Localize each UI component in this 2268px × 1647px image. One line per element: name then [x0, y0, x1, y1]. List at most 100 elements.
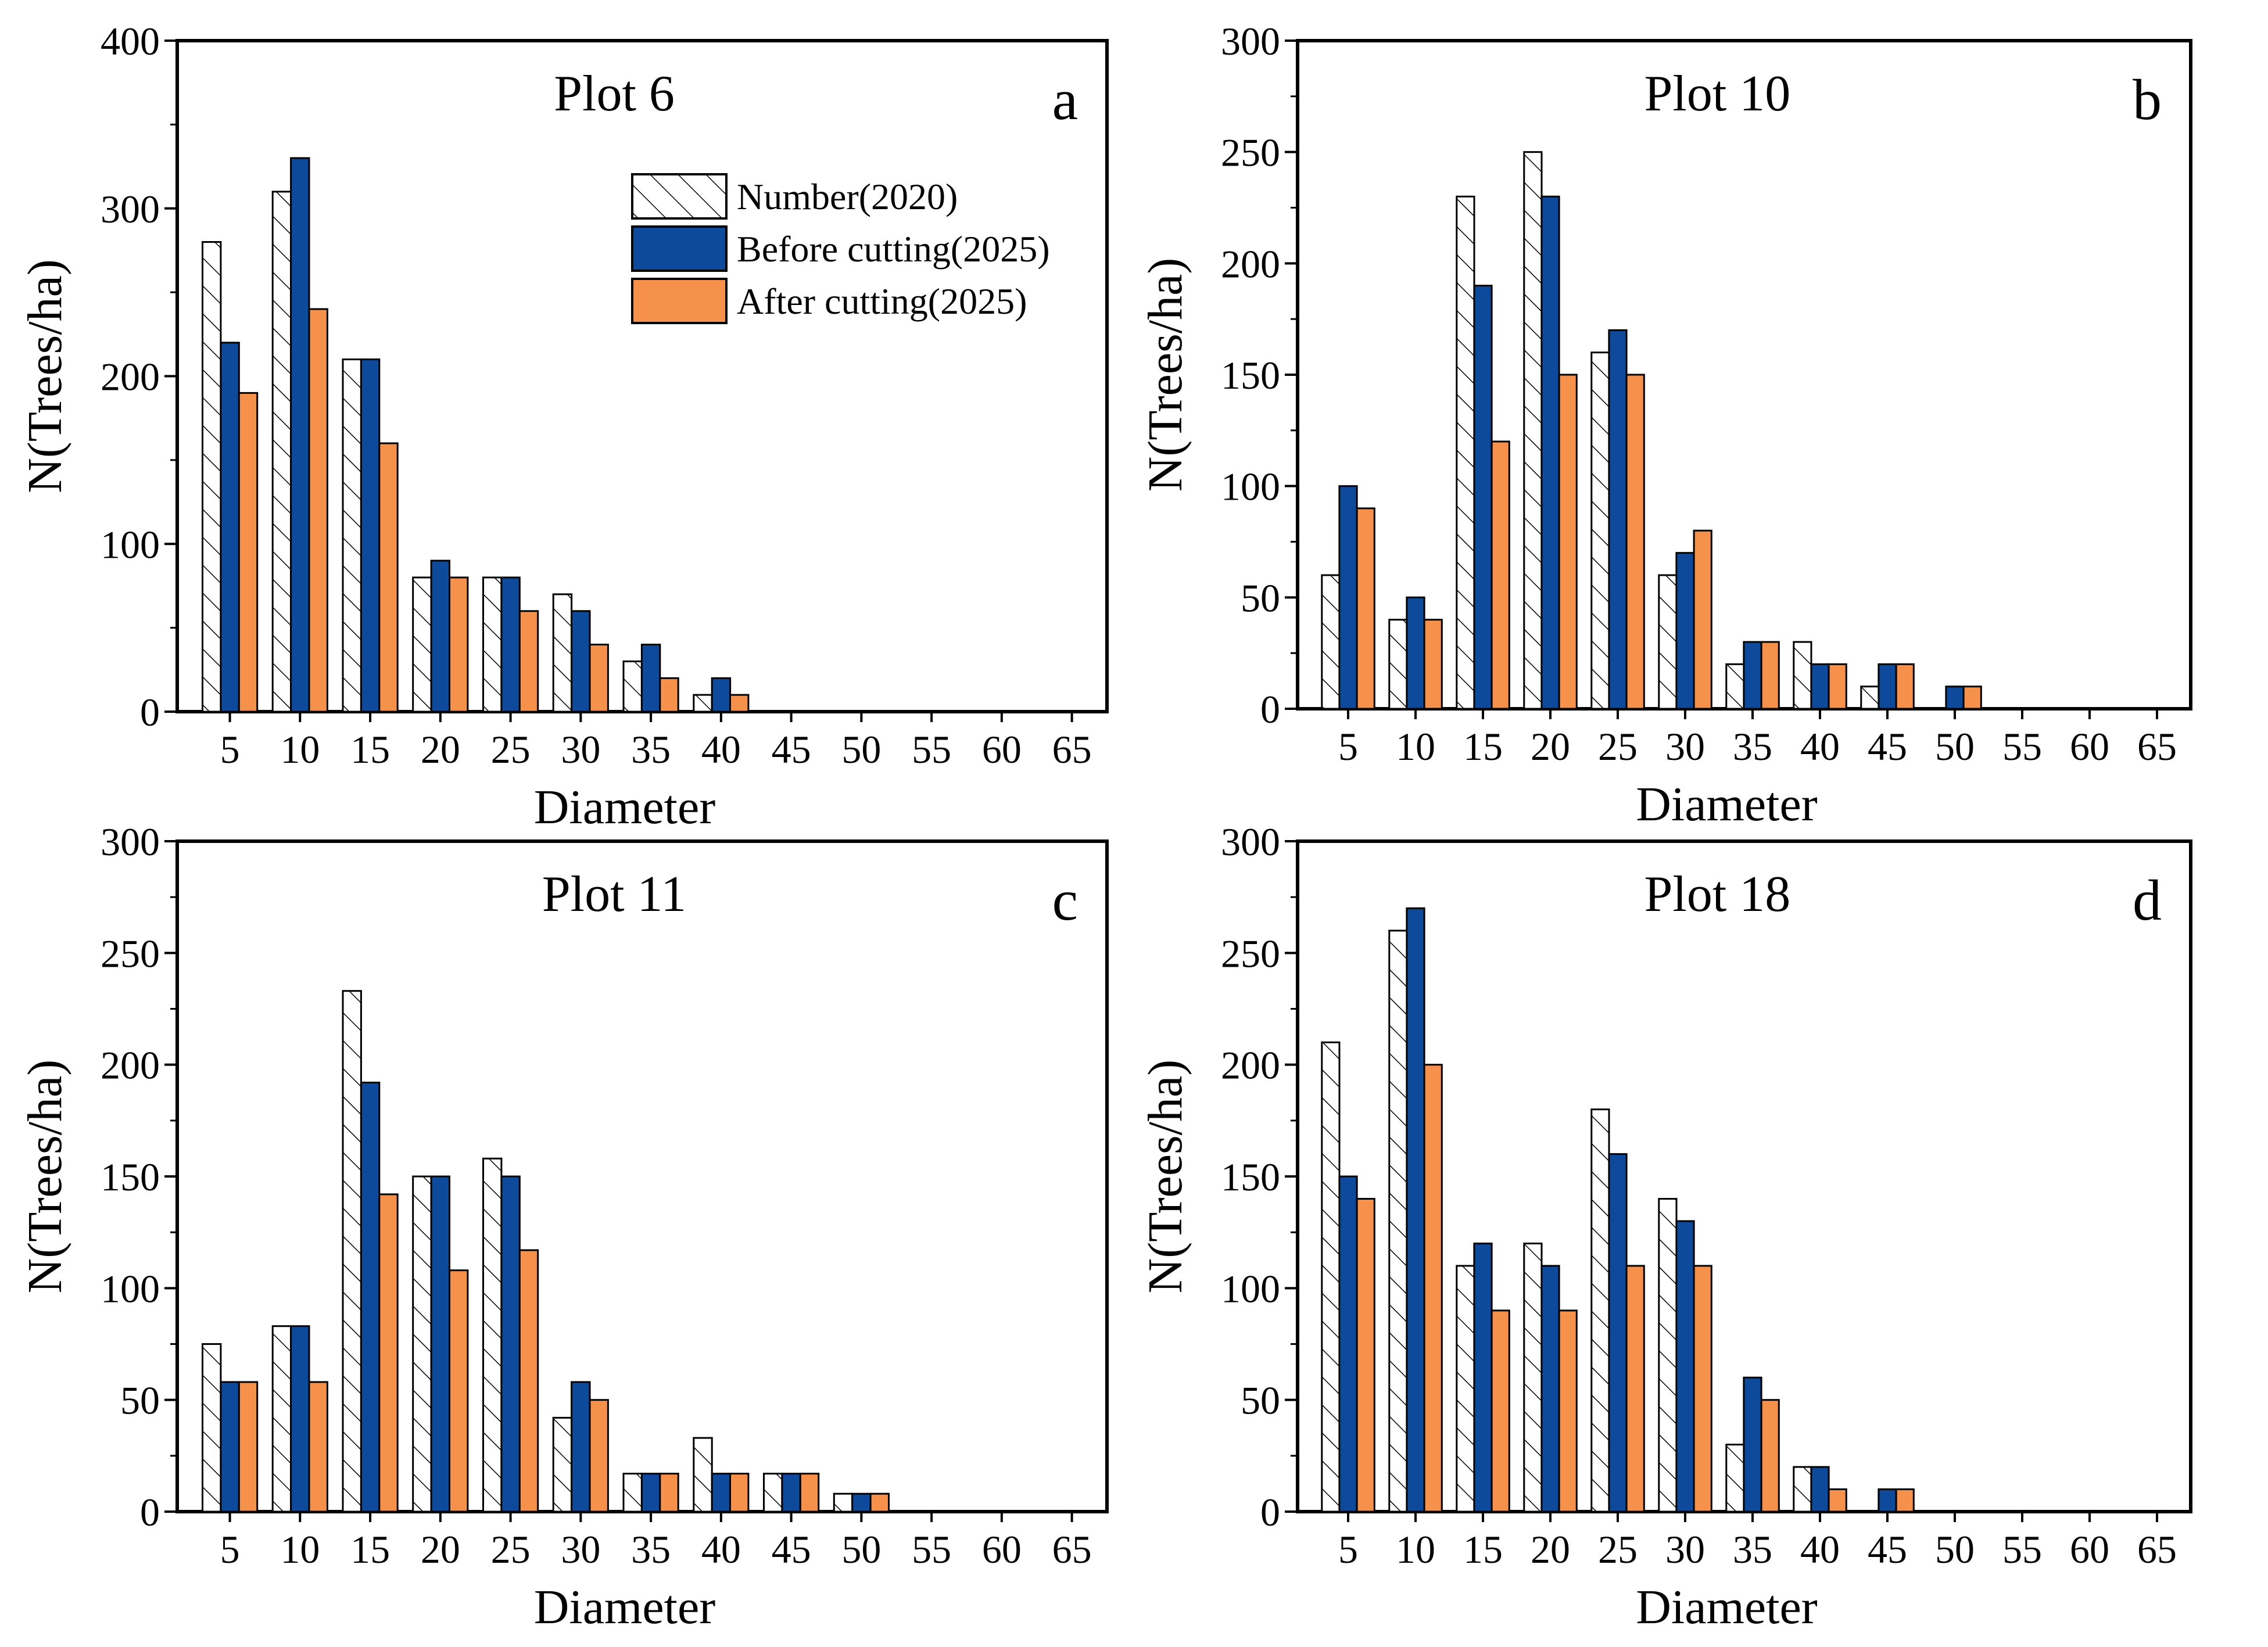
- x-tick-label: 60: [2070, 724, 2109, 769]
- plot-title: Plot 18: [1644, 866, 1790, 923]
- panels-layer: 5 10 15 20 25 30 35 40 45 50 55 60 650100200300400Di…: [18, 19, 2192, 1634]
- bar-after-cutting-15: [1490, 440, 1510, 710]
- bar-before-cutting-20: [430, 1175, 450, 1513]
- legend-label-number-2020: Number(2020): [737, 176, 958, 217]
- bar-before-cutting-20: [430, 559, 450, 713]
- bar-after-cutting-25: [1625, 374, 1645, 710]
- legend-label-after-cutting: After cutting(2025): [737, 281, 1027, 322]
- bar-number-2020-40: [1793, 641, 1812, 710]
- plot-frame: [1296, 39, 2192, 711]
- x-tick-label: 35: [631, 727, 671, 772]
- bar-number-2020-20: [1523, 151, 1543, 710]
- bar-before-cutting-10: [1406, 907, 1425, 1513]
- y-tick-label: 50: [1241, 576, 1280, 620]
- y-tick-label: 300: [101, 820, 160, 864]
- x-tick-label: 10: [1396, 1527, 1435, 1571]
- bar-number-2020-45: [1860, 686, 1880, 710]
- bar-after-cutting-10: [308, 1381, 328, 1513]
- y-axis-title: N(Trees/ha): [18, 1060, 72, 1294]
- y-tick-label: 250: [101, 931, 160, 975]
- x-tick-label: 5: [1338, 724, 1358, 769]
- y-tick-label: 50: [1241, 1379, 1280, 1423]
- y-tick-label: 200: [101, 355, 160, 399]
- bar-before-cutting-50: [1945, 686, 1965, 710]
- x-tick-label: 65: [1052, 727, 1092, 772]
- bar-after-cutting-15: [1490, 1309, 1510, 1513]
- bar-before-cutting-25: [500, 576, 521, 713]
- bar-before-cutting-15: [360, 358, 381, 713]
- y-tick-label: 200: [1221, 242, 1280, 286]
- bar-number-2020-40: [693, 1437, 713, 1513]
- panel-letter: d: [2133, 868, 2162, 932]
- plot-title: Plot 10: [1644, 66, 1790, 122]
- bar-before-cutting-45: [1878, 663, 1897, 710]
- bar-number-2020-25: [482, 576, 503, 713]
- bar-before-cutting-40: [711, 677, 732, 713]
- x-tick-label: 20: [1531, 1527, 1570, 1571]
- bar-number-2020-5: [202, 241, 222, 713]
- bar-after-cutting-25: [518, 1249, 539, 1513]
- bar-after-cutting-45: [1895, 663, 1915, 710]
- bar-number-2020-25: [1590, 1108, 1610, 1513]
- x-axis-title: Diameter: [1636, 1580, 1818, 1634]
- bar-before-cutting-30: [571, 1381, 591, 1513]
- panel-b: 5 10 15 20 25 30 35 40 45 50 55 60 65 0 50 100 150 200 250…: [1138, 19, 2192, 831]
- bar-before-cutting-20: [1540, 1265, 1560, 1513]
- bar-after-cutting-45: [1895, 1488, 1915, 1513]
- bar-number-2020-20: [412, 576, 432, 713]
- bar-after-cutting-30: [589, 1399, 609, 1513]
- bar-after-cutting-20: [449, 576, 469, 713]
- panel-c: 5 10 15 20 25 30 35 40 45 50 55 60 65 0 50 100 150 200 250…: [18, 820, 1109, 1634]
- x-tick-label: 50: [841, 727, 881, 772]
- plot-title: Plot 6: [554, 66, 675, 122]
- bar-before-cutting-15: [360, 1081, 381, 1513]
- y-tick-label: 300: [101, 187, 160, 231]
- y-tick-label: 0: [1260, 1490, 1280, 1534]
- x-tick-label: 20: [1531, 724, 1570, 769]
- bar-before-cutting-40: [711, 1473, 732, 1513]
- bar-number-2020-15: [1456, 195, 1475, 710]
- bar-after-cutting-20: [449, 1269, 469, 1513]
- bar-number-2020-35: [1725, 1444, 1745, 1513]
- x-axis-title: Diameter: [1636, 777, 1818, 831]
- x-tick-label: 55: [2002, 1527, 2042, 1571]
- y-tick-label: 150: [1221, 1155, 1280, 1199]
- panel-letter: b: [2133, 67, 2162, 132]
- bar-after-cutting-15: [378, 1193, 399, 1513]
- bar-after-cutting-15: [378, 442, 399, 713]
- x-tick-label: 25: [1598, 724, 1638, 769]
- bar-before-cutting-40: [1810, 663, 1830, 710]
- bar-after-cutting-5: [238, 392, 259, 713]
- bar-after-cutting-25: [1625, 1265, 1645, 1513]
- bar-after-cutting-5: [238, 1381, 259, 1513]
- bar-after-cutting-10: [308, 308, 328, 713]
- bar-before-cutting-35: [640, 1473, 661, 1513]
- x-tick-label: 35: [631, 1527, 671, 1571]
- x-tick-label: 20: [421, 1527, 460, 1571]
- panel-letter: c: [1052, 868, 1078, 932]
- bar-after-cutting-35: [1760, 1399, 1780, 1513]
- y-axis-title: N(Trees/ha): [1138, 1060, 1192, 1294]
- x-tick-label: 15: [350, 727, 390, 772]
- bar-number-2020-10: [271, 1325, 292, 1513]
- bar-before-cutting-25: [500, 1175, 521, 1513]
- bar-before-cutting-45: [1878, 1488, 1897, 1513]
- bar-number-2020-30: [1658, 574, 1678, 710]
- bar-before-cutting-35: [1743, 641, 1762, 710]
- y-tick-label: 0: [140, 1490, 160, 1534]
- x-tick-label: 5: [220, 727, 240, 772]
- x-tick-label: 60: [2070, 1527, 2109, 1571]
- panel-a: 5 10 15 20 25 30 35 40 45 50 55 60 65 0 100 200 300 400 Di…: [18, 19, 1109, 834]
- x-tick-label: 10: [1396, 724, 1435, 769]
- y-axis-title: N(Trees/ha): [1138, 258, 1192, 492]
- y-tick-label: 250: [1221, 131, 1280, 175]
- bar-before-cutting-30: [1675, 552, 1695, 710]
- x-tick-label: 45: [772, 1527, 811, 1571]
- bar-number-2020-10: [1388, 930, 1408, 1513]
- bar-before-cutting-15: [1473, 1242, 1493, 1513]
- x-tick-label: 40: [701, 727, 741, 772]
- y-tick-label: 200: [1221, 1043, 1280, 1088]
- bar-before-cutting-5: [220, 1381, 240, 1513]
- bar-after-cutting-5: [1356, 1198, 1375, 1513]
